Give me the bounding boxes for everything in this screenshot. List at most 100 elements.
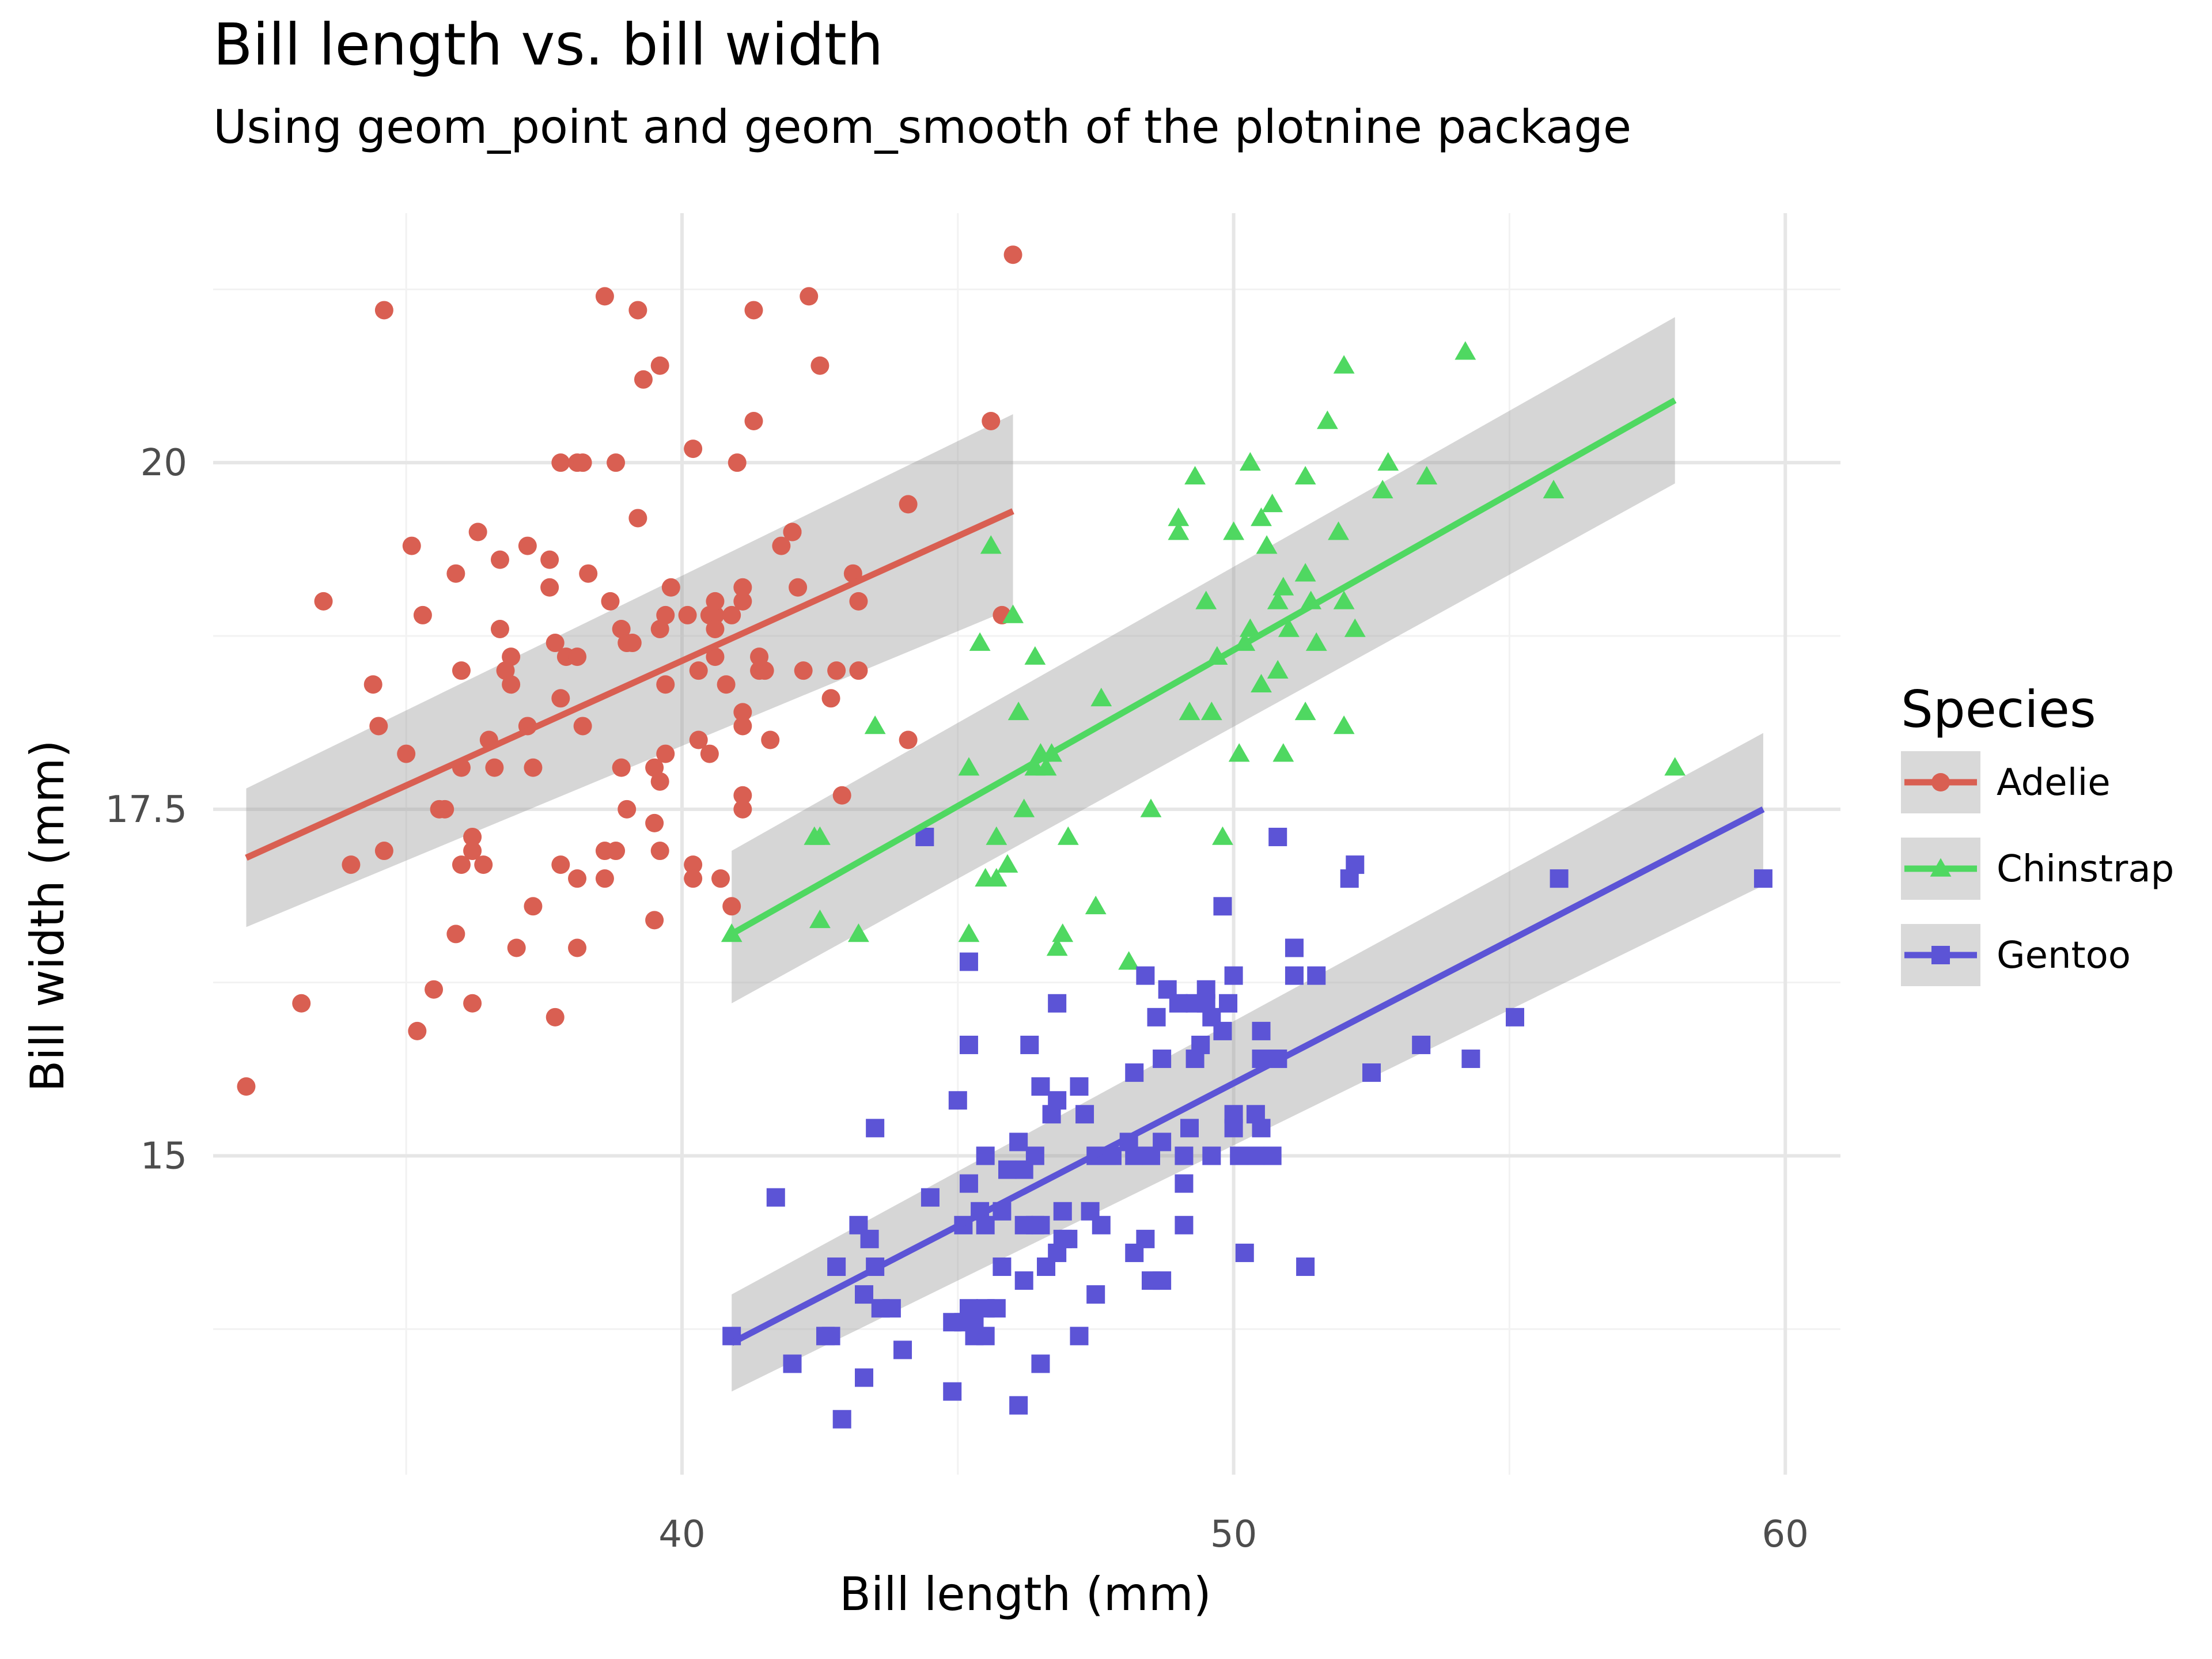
gentoo-point [1086,1285,1105,1304]
gentoo-point [1362,1063,1381,1082]
adelie-point [446,564,465,583]
adelie-point [474,855,493,874]
chinstrap-point [986,868,1007,887]
gentoo-point [783,1354,802,1373]
adelie-point [595,869,614,888]
gentoo-point [1070,1327,1089,1346]
gentoo-point [1153,1271,1172,1290]
adelie-point [832,786,851,805]
adelie-point [733,703,752,722]
adelie-point [518,536,537,555]
chinstrap-point [1046,937,1068,956]
adelie-point [496,661,515,680]
chinstrap-point [1377,452,1399,471]
adelie-point [607,842,626,861]
legend-key-marker [1931,773,1950,791]
chinstrap-point [1007,701,1029,721]
gentoo-point [1252,1021,1271,1040]
gentoo-point [1213,897,1232,916]
chart-subtitle: Using geom_point and geom_smooth of the … [213,100,1631,154]
adelie-point [452,661,471,680]
chinstrap-point [1118,951,1140,970]
adelie-point [452,855,471,874]
chinstrap-point [1090,687,1112,707]
legend-key-marker [1930,858,1952,877]
adelie-point [601,592,620,611]
gentoo-point [959,952,978,971]
adelie-point [689,730,708,749]
chinstrap-point [958,923,980,942]
chinstrap-point [1013,798,1035,817]
adelie-point [899,730,918,749]
chinstrap-point [1416,465,1438,485]
gentoo-point [1025,1146,1044,1165]
legend-label-gentoo: Gentoo [1997,934,2131,977]
gentoo-point [1031,1354,1050,1373]
legend-label-adelie: Adelie [1997,762,2111,804]
chinstrap-point [1179,701,1200,721]
chinstrap-point [1212,826,1233,845]
legend-item-gentoo: Gentoo [1901,924,2131,986]
gentoo-point [1075,1105,1094,1124]
gentoo-point [948,1091,967,1110]
gentoo-point [1031,1077,1050,1096]
adelie-point [397,744,416,763]
adelie-point [507,938,526,957]
gentoo-point [1053,1229,1072,1248]
chinstrap-point [848,923,869,942]
gentoo-point [1285,966,1304,985]
gentoo-point [1753,869,1772,888]
y-axis-title: Bill width (mm) [21,740,74,1092]
adelie-point [363,675,382,694]
adelie-point [849,592,868,611]
adelie-point [435,800,454,819]
adelie-point [374,842,393,861]
legend-key-marker [1931,946,1950,964]
adelie-point [650,619,669,638]
adelie-point [463,827,482,846]
adelie-point [684,855,703,874]
adelie-point [656,675,675,694]
chinstrap-point [1168,521,1190,540]
chinstrap-point [1024,646,1046,665]
gentoo-point [866,1119,885,1138]
adelie-point [579,564,598,583]
x-tick-label: 40 [658,1513,705,1556]
adelie-point [568,647,587,666]
gentoo-point [1268,827,1287,846]
adelie-point [744,301,763,320]
chinstrap-point [1239,452,1261,471]
gentoo-point [893,1340,912,1359]
gentoo-point [1153,1050,1172,1069]
gentoo-point [1412,1035,1431,1054]
adelie-point [706,647,725,666]
chinstrap-point [1272,577,1294,596]
adelie-point [849,661,868,680]
adelie-point [342,855,361,874]
gentoo-point [1175,1174,1194,1193]
y-axis-ticks: 15 17.5 20 [105,442,188,1177]
gentoo-point [987,1299,1006,1318]
chinstrap-point [1002,604,1024,623]
chinstrap-point [1085,895,1107,915]
gentoo-point [976,1327,995,1346]
gentoo-point [766,1188,785,1207]
chinstrap-point [1057,826,1079,845]
adelie-point [463,842,482,861]
gentoo-point [1461,1050,1480,1069]
chinstrap-point [1317,410,1338,429]
gentoo-point [1235,1243,1254,1262]
chinstrap-point [1200,701,1222,721]
adelie-point [524,758,543,777]
x-tick-label: 60 [1762,1513,1809,1556]
gentoo-point [1092,1215,1111,1234]
adelie-point [678,605,697,624]
y-tick-label: 15 [141,1135,187,1177]
adelie-point [551,855,570,874]
adelie-point [568,869,587,888]
adelie-point [684,440,703,459]
chinstrap-point [1239,618,1261,637]
chinstrap-point [1272,743,1294,762]
adelie-point [750,647,769,666]
